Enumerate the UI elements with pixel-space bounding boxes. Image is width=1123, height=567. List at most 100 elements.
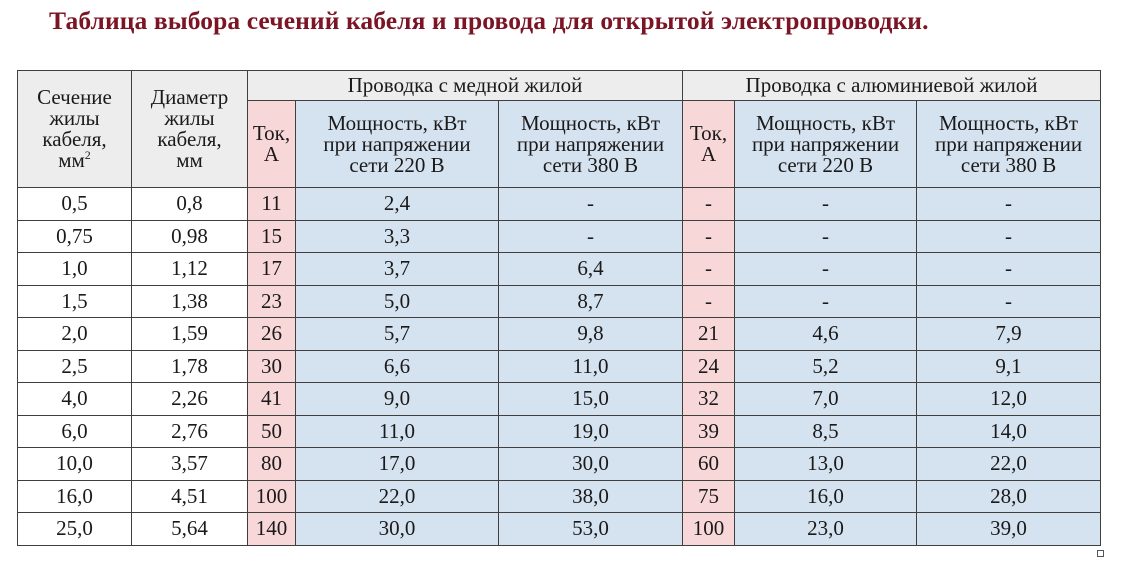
- cell-diameter: 1,59: [131, 317, 248, 351]
- header-aluminum-group: Проводка с алюминиевой жилой: [682, 70, 1102, 101]
- table-row: 4,0 2,26 41 9,0 15,0 32 7,0 12,0: [17, 382, 1102, 416]
- cell-section: 16,0: [17, 479, 132, 513]
- cell-copper-power-220: 3,7: [295, 252, 499, 286]
- table-row: 2,5 1,78 30 6,6 11,0 24 5,2 9,1: [17, 349, 1102, 383]
- cell-copper-power-220: 5,7: [295, 317, 499, 351]
- cell-copper-power-220: 5,0: [295, 284, 499, 318]
- cell-aluminum-power-380: -: [916, 219, 1102, 253]
- cell-copper-current: 11: [247, 187, 296, 221]
- cell-aluminum-current: 39: [682, 414, 736, 448]
- cell-copper-power-380: 9,8: [497, 317, 684, 351]
- cell-aluminum-power-380: 22,0: [916, 447, 1102, 481]
- cell-copper-power-380: 30,0: [497, 447, 684, 481]
- cell-aluminum-current: -: [682, 187, 736, 221]
- cell-copper-current: 50: [247, 414, 296, 448]
- cable-section-table: Сечение жилы кабеля, мм2 Диаметр жилы ка…: [17, 70, 1102, 546]
- cell-aluminum-power-220: -: [734, 284, 918, 318]
- cell-copper-power-380: -: [497, 187, 684, 221]
- cell-section: 4,0: [17, 382, 132, 416]
- table-row: 2,0 1,59 26 5,7 9,8 21 4,6 7,9: [17, 317, 1102, 351]
- table-row: 16,0 4,51 100 22,0 38,0 75 16,0 28,0: [17, 479, 1102, 513]
- cell-aluminum-current: -: [682, 219, 736, 253]
- cell-copper-power-380: 19,0: [497, 414, 684, 448]
- cell-diameter: 0,98: [131, 219, 248, 253]
- cell-aluminum-power-380: 39,0: [916, 512, 1102, 546]
- cell-copper-current: 100: [247, 479, 296, 513]
- cell-copper-power-220: 22,0: [295, 479, 499, 513]
- cell-copper-current: 80: [247, 447, 296, 481]
- header-aluminum-power-380: Мощность, кВт при напряжении сети 380 В: [916, 100, 1102, 188]
- page-title: Таблица выбора сечений кабеля и провода …: [49, 6, 929, 35]
- header-aluminum-power-220: Мощность, кВт при напряжении сети 220 В: [734, 100, 918, 188]
- cell-aluminum-current: 60: [682, 447, 736, 481]
- cell-aluminum-power-380: -: [916, 284, 1102, 318]
- cell-aluminum-power-380: 14,0: [916, 414, 1102, 448]
- cell-aluminum-power-380: 9,1: [916, 349, 1102, 383]
- cell-copper-power-220: 11,0: [295, 414, 499, 448]
- cell-copper-power-220: 30,0: [295, 512, 499, 546]
- cell-aluminum-power-220: -: [734, 252, 918, 286]
- cell-copper-power-220: 3,3: [295, 219, 499, 253]
- cell-aluminum-power-380: -: [916, 187, 1102, 221]
- cell-diameter: 5,64: [131, 512, 248, 546]
- cell-aluminum-power-220: -: [734, 219, 918, 253]
- header-copper-power-220: Мощность, кВт при напряжении сети 220 В: [295, 100, 499, 188]
- cell-copper-current: 23: [247, 284, 296, 318]
- cell-diameter: 2,26: [131, 382, 248, 416]
- cell-section: 2,0: [17, 317, 132, 351]
- cell-copper-power-220: 2,4: [295, 187, 499, 221]
- cell-copper-power-220: 9,0: [295, 382, 499, 416]
- cell-aluminum-power-380: 12,0: [916, 382, 1102, 416]
- cell-copper-power-380: 38,0: [497, 479, 684, 513]
- cell-copper-current: 17: [247, 252, 296, 286]
- header-copper-power-380: Мощность, кВт при напряжении сети 380 В: [497, 100, 684, 188]
- cell-diameter: 2,76: [131, 414, 248, 448]
- header-copper-group: Проводка с медной жилой: [246, 70, 684, 101]
- table-row: 10,0 3,57 80 17,0 30,0 60 13,0 22,0: [17, 447, 1102, 481]
- cell-diameter: 1,78: [131, 349, 248, 383]
- cell-section: 10,0: [17, 447, 132, 481]
- table-row: 0,5 0,8 11 2,4- - - -: [17, 187, 1102, 221]
- table-row: 1,5 1,38 23 5,0 8,7- - -: [17, 284, 1102, 318]
- cell-aluminum-power-220: 5,2: [734, 349, 918, 383]
- header-diameter: Диаметр жилы кабеля, мм: [131, 70, 248, 188]
- cell-aluminum-current: 100: [682, 512, 736, 546]
- cell-diameter: 3,57: [131, 447, 248, 481]
- cell-diameter: 4,51: [131, 479, 248, 513]
- cell-aluminum-current: 21: [682, 317, 736, 351]
- resize-handle: [1097, 550, 1104, 557]
- cell-diameter: 1,38: [131, 284, 248, 318]
- cell-copper-power-380: -: [497, 219, 684, 253]
- cell-section: 1,0: [17, 252, 132, 286]
- cell-section: 25,0: [17, 512, 132, 546]
- cell-diameter: 1,12: [131, 252, 248, 286]
- cell-aluminum-power-380: 28,0: [916, 479, 1102, 513]
- cell-aluminum-power-380: 7,9: [916, 317, 1102, 351]
- cell-aluminum-power-220: 7,0: [734, 382, 918, 416]
- cell-copper-current: 41: [247, 382, 296, 416]
- cell-diameter: 0,8: [131, 187, 248, 221]
- header-aluminum-current: Ток, А: [682, 100, 736, 188]
- cell-section: 6,0: [17, 414, 132, 448]
- cell-aluminum-power-220: 23,0: [734, 512, 918, 546]
- cell-copper-power-380: 8,7: [497, 284, 684, 318]
- cell-copper-current: 140: [247, 512, 296, 546]
- cell-copper-current: 26: [247, 317, 296, 351]
- cell-copper-power-380: 11,0: [497, 349, 684, 383]
- cell-section: 0,5: [17, 187, 132, 221]
- cell-aluminum-power-220: -: [734, 187, 918, 221]
- cell-aluminum-power-220: 4,6: [734, 317, 918, 351]
- cell-aluminum-current: 24: [682, 349, 736, 383]
- cell-aluminum-current: -: [682, 252, 736, 286]
- cell-copper-current: 15: [247, 219, 296, 253]
- header-copper-current: Ток, А: [247, 100, 296, 188]
- cell-copper-power-220: 17,0: [295, 447, 499, 481]
- header-section: Сечение жилы кабеля, мм2: [17, 70, 132, 188]
- cell-section: 0,75: [17, 219, 132, 253]
- cell-aluminum-current: 75: [682, 479, 736, 513]
- cell-aluminum-current: -: [682, 284, 736, 318]
- cell-aluminum-current: 32: [682, 382, 736, 416]
- table-row: 0,75 0,98 15 3,3- - - -: [17, 219, 1102, 253]
- cell-aluminum-power-380: -: [916, 252, 1102, 286]
- cell-copper-power-380: 6,4: [497, 252, 684, 286]
